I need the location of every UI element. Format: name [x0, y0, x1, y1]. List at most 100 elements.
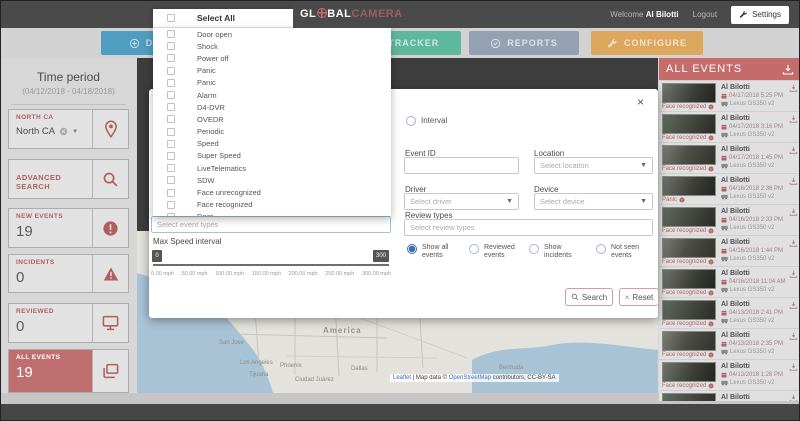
radio-show-incidents[interactable]: Show incidents [529, 244, 586, 261]
event-card[interactable]: Face recognized Al Bilotti 04/17/2018 1:… [659, 143, 799, 173]
checkbox[interactable] [167, 54, 175, 63]
dropdown-item[interactable]: OVEDR [153, 113, 391, 125]
event-thumbnail[interactable] [662, 269, 716, 289]
advanced-search-card[interactable]: ADVANCED SEARCH [8, 159, 129, 199]
clear-icon[interactable] [59, 127, 68, 136]
radio-show-all-events[interactable]: Show all events [407, 244, 464, 261]
checkbox[interactable] [167, 14, 175, 22]
radio-circle[interactable] [529, 244, 539, 254]
event-card[interactable]: Al Bilotti [659, 391, 799, 401]
leaflet-link[interactable]: Leaflet [393, 375, 412, 381]
download-icon[interactable] [789, 301, 798, 309]
event-id-input[interactable] [404, 157, 519, 174]
dropdown-item[interactable]: Shock [153, 40, 391, 52]
download-icon[interactable] [789, 146, 798, 154]
checkbox[interactable] [167, 42, 175, 51]
dropdown-item[interactable]: Door open [153, 28, 391, 40]
dropdown-item[interactable]: Door [153, 211, 391, 216]
radio-circle[interactable] [406, 116, 416, 126]
close-icon[interactable]: × [636, 95, 644, 109]
event-card[interactable]: Face recognized Al Bilotti 04/16/2018 2:… [659, 205, 799, 235]
event-card[interactable]: Face recognized Al Bilotti 04/17/2018 3:… [659, 112, 799, 142]
checkbox[interactable] [167, 115, 175, 124]
checkbox[interactable] [167, 103, 175, 112]
dropdown-item[interactable]: Power off [153, 52, 391, 64]
dropdown-item[interactable]: Speed [153, 138, 391, 150]
all-events-card[interactable]: ALL EVENTS 19 [8, 349, 129, 393]
event-thumbnail[interactable] [662, 145, 716, 165]
chevron-down-icon[interactable]: ▼ [72, 128, 79, 135]
slider-max-handle[interactable]: 300 [373, 250, 389, 262]
location-select-value[interactable]: North CA [16, 126, 56, 137]
checkbox[interactable] [167, 127, 175, 136]
dropdown-item[interactable]: Panic [153, 77, 391, 89]
settings-button[interactable]: Settings [731, 5, 789, 24]
checkbox[interactable] [167, 151, 175, 160]
radio-circle[interactable] [407, 244, 417, 254]
event-card[interactable]: Face recognized Al Bilotti 04/13/2018 1:… [659, 360, 799, 390]
tab-reports[interactable]: REPORTS [469, 31, 579, 55]
dropdown-item[interactable]: SDW [153, 174, 391, 186]
download-icon[interactable] [789, 208, 798, 216]
event-thumbnail[interactable] [662, 331, 716, 351]
download-icon[interactable] [789, 363, 798, 371]
event-thumbnail[interactable] [662, 393, 716, 401]
event-thumbnail[interactable] [662, 300, 716, 320]
interval-radio[interactable]: Interval [406, 116, 447, 126]
device-select[interactable]: Select device ▼ [534, 193, 653, 210]
checkbox[interactable] [167, 30, 175, 39]
radio-circle[interactable] [469, 244, 479, 254]
checkbox[interactable] [167, 66, 175, 75]
speed-slider-track[interactable] [153, 264, 389, 266]
review-types-input[interactable]: Select review types [404, 219, 653, 236]
search-icon[interactable] [102, 171, 119, 188]
event-thumbnail[interactable] [662, 362, 716, 382]
event-card[interactable]: Face recognized Al Bilotti 04/16/2018 11… [659, 267, 799, 297]
reviewed-card[interactable]: REVIEWED 0 [8, 303, 129, 343]
radio-reviewed-events[interactable]: Reviewed events [469, 244, 526, 261]
download-icon[interactable] [789, 270, 798, 278]
osm-link[interactable]: OpenStreetMap [448, 375, 492, 381]
tab-configure[interactable]: CONFIGURE [591, 31, 703, 55]
search-button[interactable]: Search [565, 288, 613, 306]
event-thumbnail[interactable] [662, 176, 716, 196]
dropdown-item[interactable]: Face unrecognized [153, 186, 391, 198]
event-thumbnail[interactable] [662, 238, 716, 258]
checkbox[interactable] [167, 188, 175, 197]
checkbox[interactable] [167, 200, 175, 209]
dropdown-item[interactable]: Panic [153, 65, 391, 77]
download-icon[interactable] [789, 177, 798, 185]
driver-select[interactable]: Select driver ▼ [404, 193, 519, 210]
event-thumbnail[interactable] [662, 207, 716, 227]
dropdown-item[interactable]: LiveTelematics [153, 162, 391, 174]
dropdown-item[interactable]: D4-DVR [153, 101, 391, 113]
dropdown-item[interactable]: Alarm [153, 89, 391, 101]
download-icon[interactable] [789, 332, 798, 340]
reset-button[interactable]: × Reset [619, 288, 659, 306]
event-thumbnail[interactable] [662, 114, 716, 134]
download-icon[interactable] [789, 115, 798, 123]
download-icon[interactable] [782, 64, 794, 75]
download-icon[interactable] [789, 84, 798, 92]
download-icon[interactable] [789, 239, 798, 247]
event-thumbnail[interactable] [662, 83, 716, 103]
dropdown-item[interactable]: Face recognized [153, 199, 391, 211]
location-pin-icon[interactable] [103, 120, 119, 138]
checkbox[interactable] [167, 176, 175, 185]
new-events-card[interactable]: NEW EVENTS 19 [8, 208, 129, 248]
logout-link[interactable]: Logout [692, 10, 718, 19]
slider-min-handle[interactable]: 0 [152, 250, 162, 262]
location-filter-card[interactable]: NORTH CA North CA ▼ [8, 109, 129, 149]
event-card[interactable]: Face recognized Al Bilotti 04/13/2018 2:… [659, 298, 799, 328]
checkbox[interactable] [167, 139, 175, 148]
download-icon[interactable] [789, 394, 798, 401]
checkbox[interactable] [167, 78, 175, 87]
radio-not-seen-events[interactable]: Not seen events [596, 244, 653, 261]
event-card[interactable]: Face recognized Al Bilotti 04/16/2018 1:… [659, 236, 799, 266]
incidents-card[interactable]: INCIDENTS 0 [8, 254, 129, 293]
event-card[interactable]: Face recognized Al Bilotti 04/13/2018 2:… [659, 329, 799, 359]
checkbox[interactable] [167, 164, 175, 173]
checkbox[interactable] [167, 91, 175, 100]
dropdown-item[interactable]: Periodic [153, 126, 391, 138]
radio-circle[interactable] [596, 244, 606, 254]
